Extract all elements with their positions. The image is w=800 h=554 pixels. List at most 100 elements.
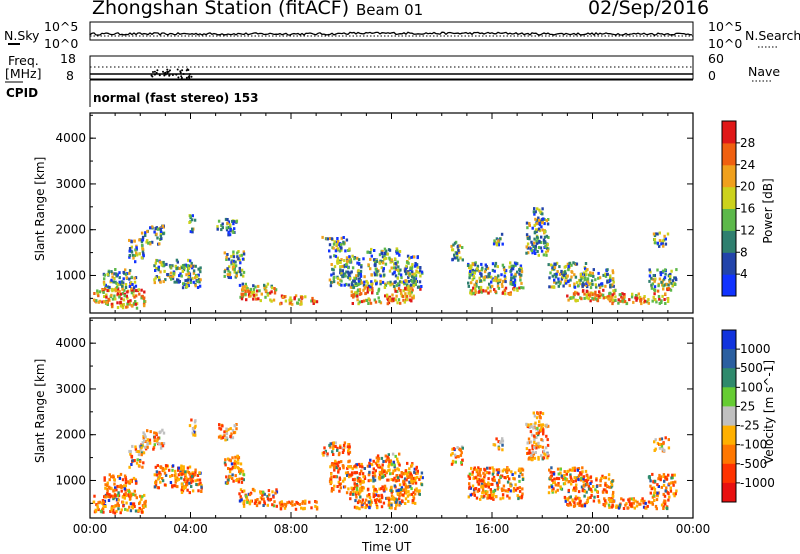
power-cell bbox=[408, 272, 412, 276]
velocity-cell bbox=[117, 491, 120, 495]
velocity-cell bbox=[165, 464, 168, 468]
velocity-cell bbox=[477, 472, 480, 476]
velocity-cell bbox=[266, 497, 270, 501]
power-cell bbox=[623, 293, 626, 296]
power-cell bbox=[657, 284, 660, 288]
velocity-cell bbox=[142, 431, 145, 435]
velocity-cell bbox=[471, 472, 474, 476]
velocity-cell bbox=[332, 475, 336, 479]
velocity-cell bbox=[404, 488, 408, 492]
velocity-cell bbox=[496, 483, 499, 487]
velocity-cell bbox=[590, 480, 593, 484]
velocity-cell bbox=[533, 456, 537, 460]
power-cell bbox=[405, 287, 409, 291]
velocity-cell bbox=[658, 473, 661, 477]
velocity-cell bbox=[348, 475, 351, 479]
velocity-cell bbox=[330, 463, 334, 467]
power-cell bbox=[229, 229, 232, 233]
power-cell bbox=[175, 280, 178, 284]
velocity-cell bbox=[174, 476, 177, 480]
velocity-cell bbox=[412, 476, 416, 480]
power-cell bbox=[579, 278, 582, 282]
velocity-cell bbox=[496, 473, 499, 477]
power-cell bbox=[544, 245, 547, 248]
velocity-cell bbox=[181, 485, 184, 489]
velocity-cell bbox=[94, 509, 98, 513]
power-cell bbox=[663, 276, 667, 280]
power-cell bbox=[585, 273, 588, 277]
power-cell bbox=[232, 231, 235, 234]
freq-unit-label: [MHz] bbox=[5, 66, 42, 81]
power-cell bbox=[116, 301, 119, 305]
velocity-cell bbox=[484, 490, 487, 494]
velocity-cell bbox=[528, 426, 531, 429]
velocity-cell bbox=[454, 460, 457, 464]
velocity-cell bbox=[459, 448, 463, 452]
velocity-cell bbox=[672, 483, 675, 487]
velocity-cell bbox=[315, 505, 319, 509]
power-cell bbox=[389, 260, 392, 264]
velocity-cell bbox=[131, 459, 134, 463]
velocity-cell bbox=[117, 507, 120, 511]
velocity-cell bbox=[646, 504, 649, 508]
power-cell bbox=[526, 226, 529, 230]
velocity-cell bbox=[229, 459, 232, 463]
velocity-cell bbox=[401, 488, 404, 492]
power-cell bbox=[530, 240, 533, 244]
power-cell bbox=[411, 275, 414, 279]
power-cell bbox=[341, 275, 344, 279]
velocity-cell bbox=[181, 469, 184, 473]
velocity-cell bbox=[355, 471, 358, 475]
power-cell bbox=[468, 273, 471, 277]
power-cell bbox=[395, 247, 399, 251]
power-cell bbox=[340, 248, 343, 252]
power-cell bbox=[189, 230, 192, 234]
velocity-cell bbox=[502, 484, 506, 488]
velocity-cell bbox=[116, 493, 120, 497]
velocity-cell bbox=[271, 490, 274, 494]
power-cell bbox=[116, 282, 120, 286]
velocity-cell bbox=[531, 458, 534, 462]
power-cell bbox=[363, 275, 366, 279]
velocity-cell bbox=[589, 488, 592, 491]
velocity-cell bbox=[390, 478, 393, 481]
power-cell bbox=[345, 270, 348, 274]
velocity-cell bbox=[185, 483, 189, 487]
power-cell bbox=[528, 235, 531, 239]
velocity-cell bbox=[140, 510, 144, 514]
power-cell bbox=[658, 239, 662, 243]
velocity-cell bbox=[330, 487, 334, 491]
power-cell bbox=[535, 239, 538, 243]
velocity-cell bbox=[583, 502, 587, 506]
velocity-cell bbox=[181, 489, 185, 493]
power-cell bbox=[573, 282, 576, 286]
velocity-cell bbox=[518, 467, 521, 471]
velocity-cell bbox=[667, 473, 670, 477]
velocity-cell bbox=[124, 491, 127, 495]
velocity-cell bbox=[233, 459, 237, 463]
velocity-cell bbox=[518, 489, 522, 493]
velocity-cell bbox=[539, 411, 542, 415]
power-cell bbox=[494, 290, 497, 294]
power-cell bbox=[583, 292, 586, 296]
power-cell bbox=[358, 292, 362, 296]
velocity-cell bbox=[138, 506, 141, 510]
velocity-cell bbox=[533, 446, 536, 450]
velocity-colorbar-tick-label: 25 bbox=[740, 399, 755, 413]
power-cell bbox=[95, 299, 98, 303]
power-cell bbox=[528, 237, 531, 241]
velocity-cell bbox=[414, 492, 417, 496]
velocity-cell bbox=[664, 489, 667, 493]
power-cell bbox=[120, 297, 123, 301]
power-cell bbox=[585, 269, 588, 273]
power-cell bbox=[128, 249, 131, 253]
power-cell bbox=[130, 245, 133, 249]
power-cell bbox=[608, 298, 611, 302]
power-cell bbox=[199, 266, 202, 270]
power-cell bbox=[332, 268, 335, 272]
power-cell bbox=[585, 289, 589, 293]
velocity-cell bbox=[106, 481, 109, 485]
velocity-cell bbox=[473, 491, 476, 495]
power-cell bbox=[199, 270, 202, 274]
